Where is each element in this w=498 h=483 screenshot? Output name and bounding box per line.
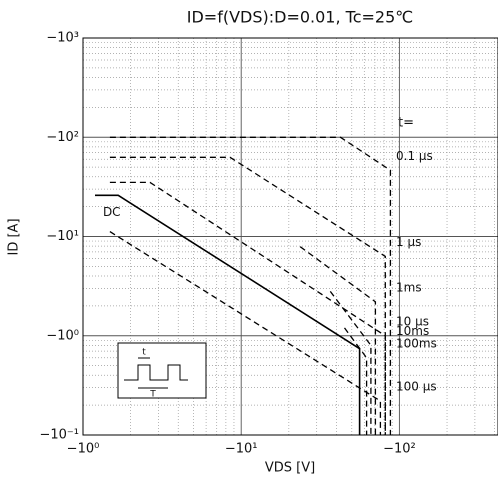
y-tick-label: −10¹	[46, 229, 79, 244]
series-line	[343, 327, 368, 435]
x-tick-label: −10¹	[225, 442, 258, 457]
series-line	[95, 194, 361, 435]
y-axis-label: ID [A]	[7, 218, 22, 255]
plot-frame	[82, 37, 498, 436]
y-tick-label: −10⁰	[46, 328, 79, 343]
chart-title: ID=f(VDS):D=0.01, Tc=25℃	[187, 8, 414, 27]
series-label: DC	[103, 205, 121, 219]
series-label: 10 μs	[396, 314, 429, 328]
inset-label: t	[142, 348, 146, 358]
x-axis-label: VDS [V]	[265, 461, 315, 476]
y-tick-label: −10²	[46, 130, 79, 145]
inset-label: T	[149, 390, 156, 400]
y-tick-label: −10³	[46, 31, 79, 46]
series-line	[329, 291, 372, 435]
x-tick-label: −10⁰	[67, 442, 100, 457]
y-tick-label: −10⁻¹	[39, 428, 79, 443]
series-label: 100 μs	[396, 380, 437, 394]
series-label: 1 μs	[396, 235, 421, 249]
series-label: 10ms	[396, 324, 429, 338]
series-label: 0.1 μs	[396, 149, 433, 163]
series-line	[109, 181, 386, 435]
series-line	[109, 136, 392, 435]
series-line	[109, 231, 382, 435]
x-tick-label: −10²	[383, 442, 416, 457]
series-label: 100ms	[396, 336, 437, 350]
pulse-inset: t T	[117, 342, 207, 400]
annotation: t=	[398, 116, 414, 131]
series-line	[299, 246, 377, 435]
series-label: 1ms	[396, 280, 422, 294]
